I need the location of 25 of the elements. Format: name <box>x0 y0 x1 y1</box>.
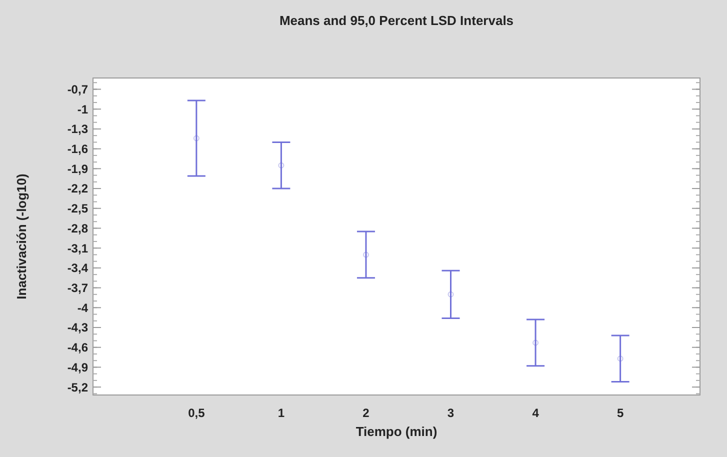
y-tick-label: -4,3 <box>67 320 88 335</box>
x-tick-label: 0,5 <box>188 406 206 420</box>
x-tick-label: 3 <box>447 406 454 420</box>
y-tick-label: -1,9 <box>67 162 88 176</box>
y-tick-label: -3,4 <box>67 261 88 276</box>
y-tick-label: -2,2 <box>67 182 88 196</box>
x-tick-label: 5 <box>616 406 624 420</box>
y-tick-label: -3,1 <box>67 241 88 256</box>
y-axis-title: Inactivación (-log10) <box>14 174 29 300</box>
chart-title: Means and 95,0 Percent LSD Intervals <box>279 13 514 28</box>
y-tick-label: -2,5 <box>67 202 88 216</box>
x-tick-label: 2 <box>362 406 370 420</box>
x-axis-title: Tiempo (min) <box>356 424 438 439</box>
y-tick-label: -2,8 <box>67 221 88 236</box>
y-tick-label: -4 <box>77 300 88 315</box>
y-tick-label: -0,7 <box>67 82 88 96</box>
x-tick-label: 1 <box>278 406 285 420</box>
y-tick-label: -3,7 <box>67 280 88 295</box>
y-tick-label: -4,6 <box>67 340 88 355</box>
y-tick-label: -5,2 <box>67 380 88 394</box>
y-tick-label: -4,9 <box>67 360 88 374</box>
y-tick-label: -1 <box>77 102 88 116</box>
y-tick-label: -1,6 <box>67 142 88 156</box>
x-tick-label: 4 <box>532 406 540 420</box>
y-tick-label: -1,3 <box>67 122 88 136</box>
